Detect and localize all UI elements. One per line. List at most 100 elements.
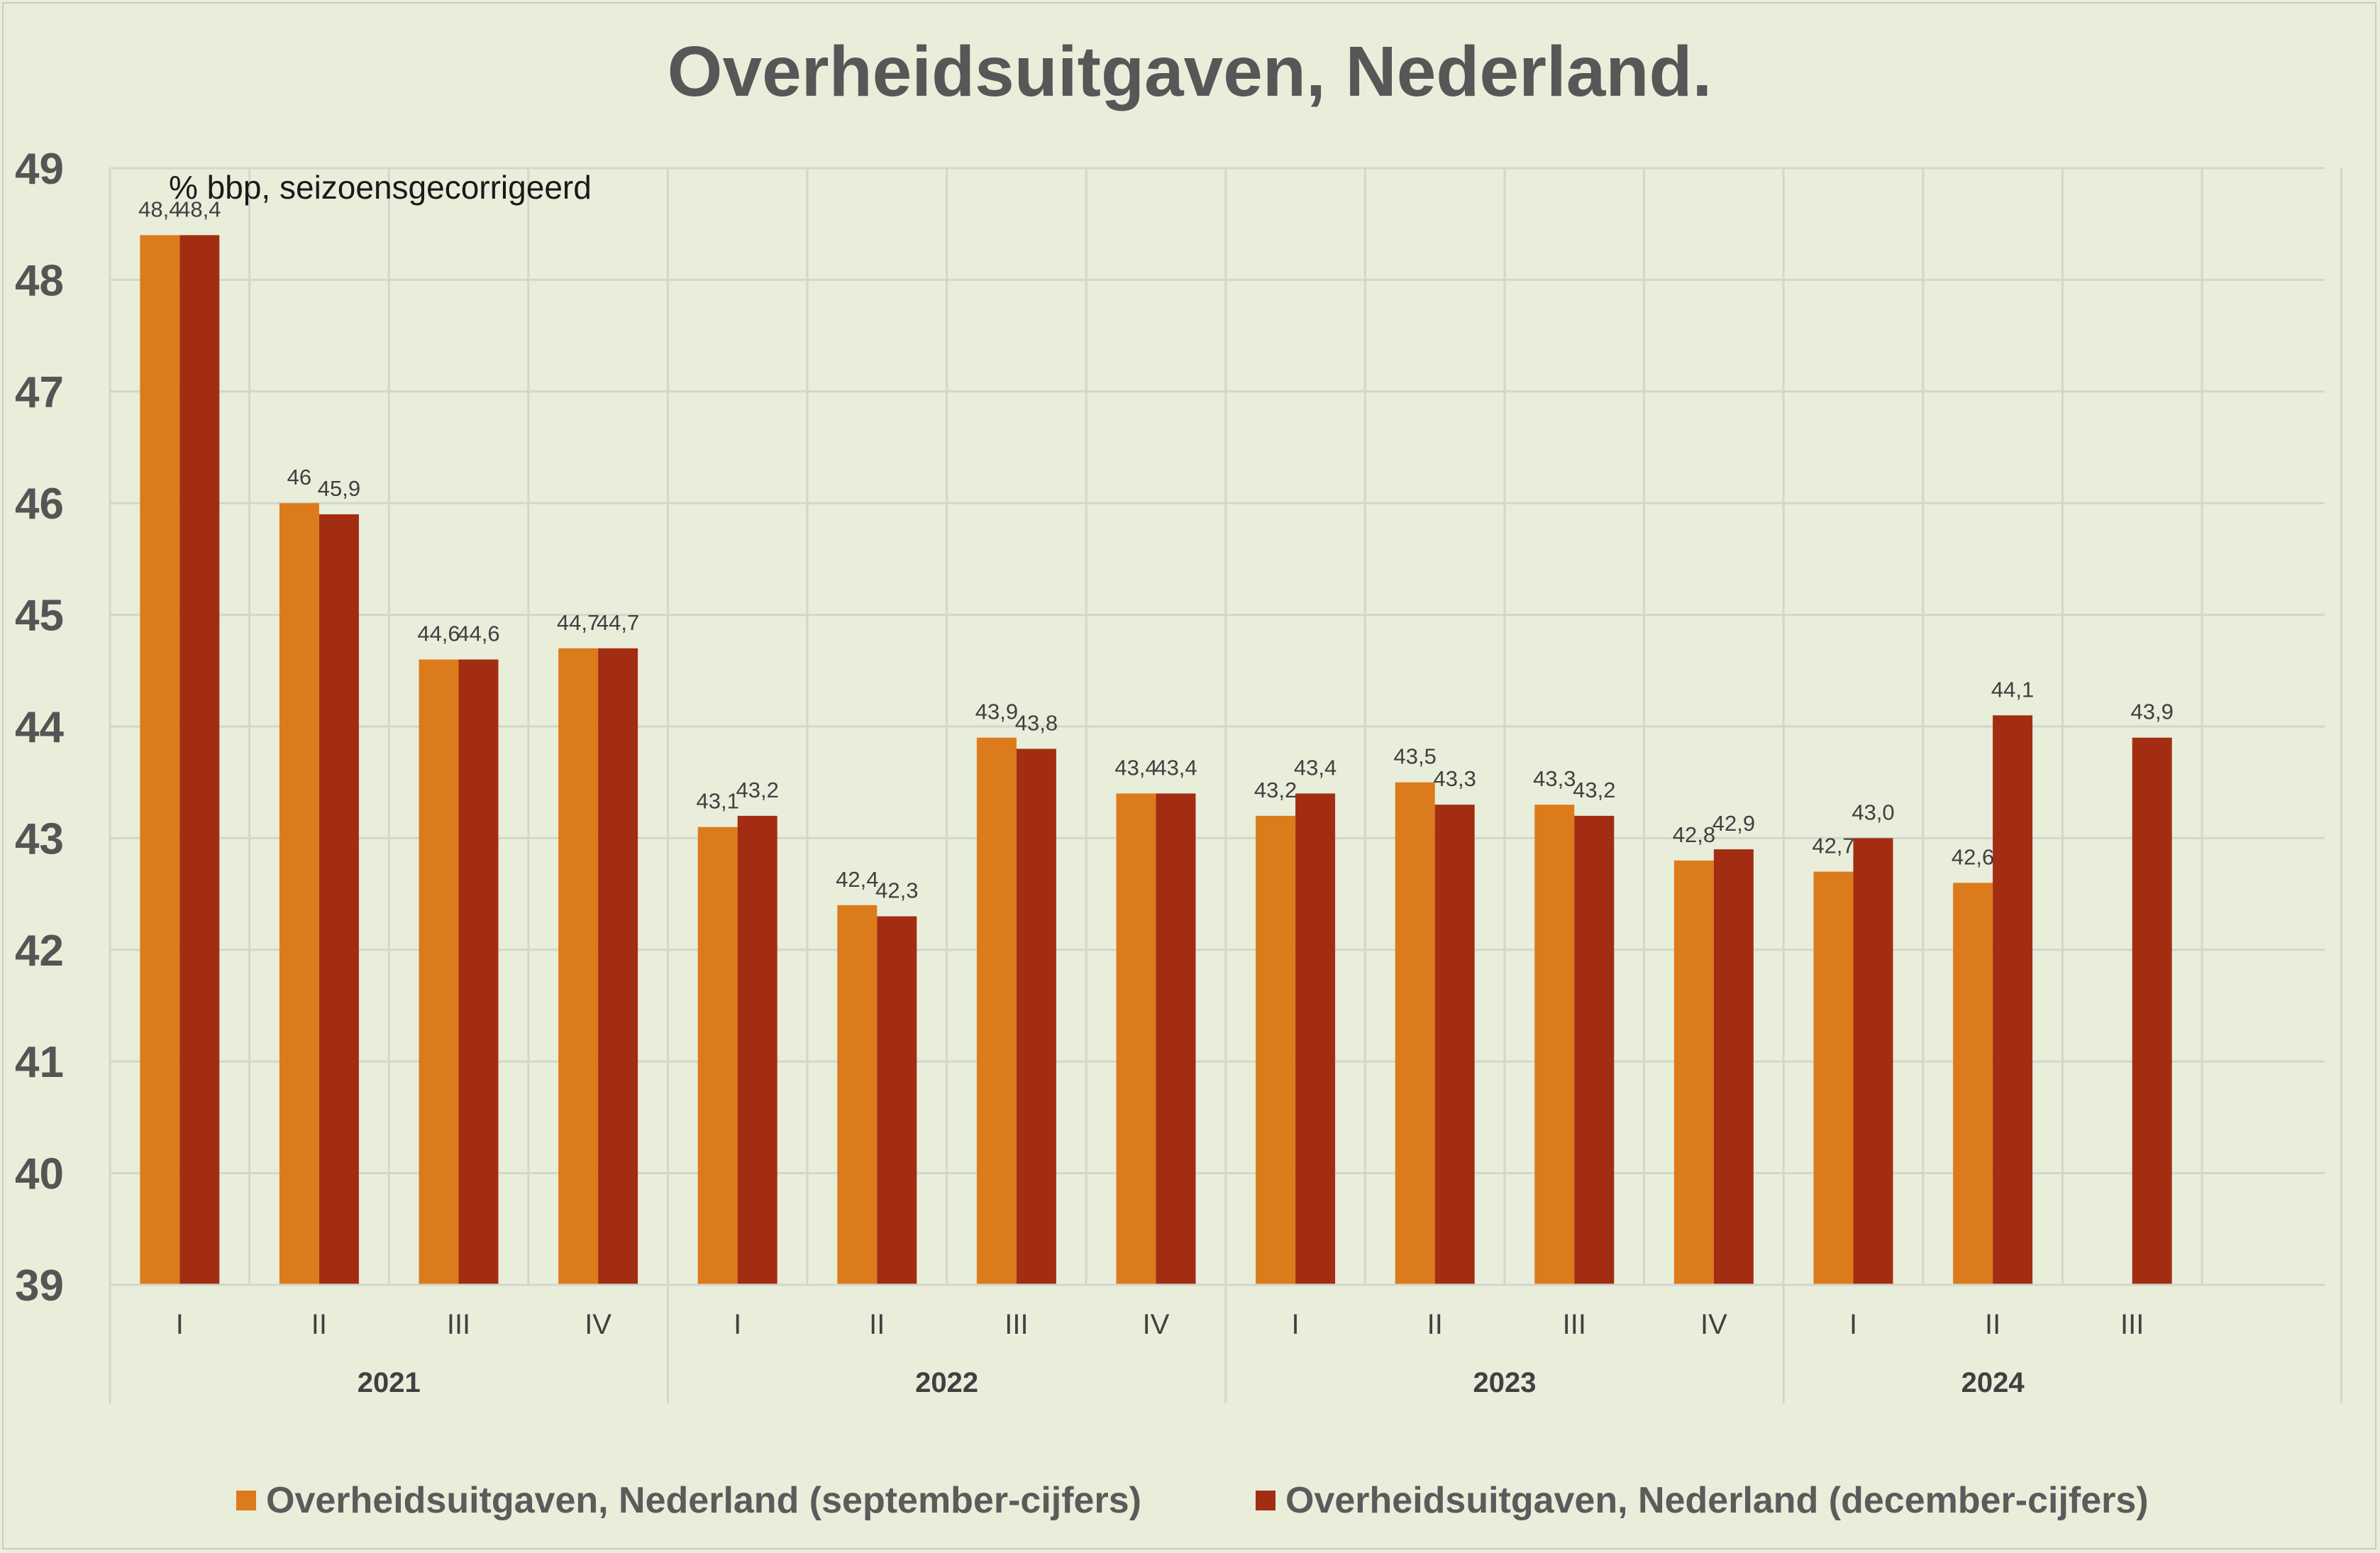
data-label: 42,7 — [1812, 834, 1854, 858]
x-year-label: 2023 — [1473, 1367, 1537, 1398]
data-label: 44,6 — [457, 621, 499, 646]
data-label: 42,4 — [836, 867, 878, 892]
bar-december — [1016, 748, 1056, 1285]
bar-december — [877, 916, 917, 1285]
legend-label: Overheidsuitgaven, Nederland (december-c… — [1285, 1480, 2149, 1521]
data-label: 43,2 — [1254, 778, 1297, 802]
bar-december — [458, 659, 499, 1285]
chart-title: Overheidsuitgaven, Nederland. — [668, 32, 1712, 111]
data-label: 44,6 — [417, 621, 460, 646]
bar-september — [1116, 793, 1156, 1285]
data-label: 44,1 — [1991, 677, 2034, 702]
data-label: 48,4 — [178, 197, 221, 221]
data-label: 42,9 — [1712, 811, 1755, 836]
bar-december — [1853, 838, 1893, 1285]
bar-december — [1295, 793, 1336, 1285]
bar-september — [1534, 805, 1575, 1285]
bar-september — [558, 648, 599, 1285]
bar-december — [1713, 849, 1754, 1285]
data-label: 43,3 — [1434, 766, 1476, 791]
data-label: 48,4 — [138, 197, 181, 221]
y-tick-label: 39 — [15, 1261, 64, 1310]
y-tick-label: 41 — [15, 1038, 64, 1087]
bar-september — [279, 503, 319, 1286]
data-label: 43,9 — [2131, 700, 2174, 724]
bars — [140, 235, 2172, 1286]
y-tick-label: 49 — [15, 145, 64, 194]
x-tick-label: III — [2120, 1309, 2144, 1340]
y-tick-label: 48 — [15, 256, 64, 305]
bar-december — [1993, 715, 2033, 1285]
data-label: 43,1 — [697, 789, 739, 814]
bar-september — [837, 905, 878, 1285]
bar-september — [976, 737, 1017, 1285]
x-tick-label: II — [869, 1309, 885, 1340]
data-label: 43,4 — [1114, 755, 1157, 780]
x-tick-label: II — [1427, 1309, 1443, 1340]
x-tick-label: III — [1004, 1309, 1028, 1340]
data-label: 43,5 — [1394, 744, 1437, 769]
bar-december — [179, 235, 220, 1286]
bar-december — [1434, 805, 1475, 1285]
bar-september — [1395, 782, 1435, 1285]
x-tick-label: II — [311, 1309, 327, 1340]
x-year-label: 2021 — [358, 1367, 421, 1398]
bar-september — [697, 827, 738, 1285]
y-tick-label: 47 — [15, 368, 64, 417]
bar-september — [1256, 815, 1296, 1285]
data-label: 44,7 — [557, 610, 599, 635]
data-label: 45,9 — [318, 476, 360, 501]
x-tick-label: III — [447, 1309, 470, 1340]
x-tick-label: II — [1985, 1309, 2000, 1340]
data-label: 42,6 — [1952, 844, 1994, 869]
bar-december — [1574, 815, 1615, 1285]
data-label: 43,9 — [975, 700, 1018, 724]
legend-swatch — [236, 1491, 256, 1510]
data-label: 43,0 — [1852, 800, 1894, 824]
y-tick-label: 40 — [15, 1150, 64, 1199]
bar-december — [319, 514, 359, 1286]
data-label: 43,8 — [1015, 710, 1058, 735]
data-label: 43,3 — [1533, 766, 1576, 791]
x-tick-label: I — [176, 1309, 184, 1340]
x-year-label: 2022 — [915, 1367, 978, 1398]
y-tick-label: 45 — [15, 592, 64, 641]
x-tick-label: I — [1849, 1309, 1857, 1340]
x-tick-label: IV — [1700, 1309, 1727, 1340]
unit-annotation: % bbp, seizoensgecorrigeerd — [169, 169, 592, 206]
y-tick-label: 46 — [15, 480, 64, 529]
bar-september — [1813, 871, 1854, 1285]
data-label: 42,3 — [875, 878, 918, 903]
data-label: 46 — [287, 465, 311, 490]
bar-september — [419, 659, 459, 1285]
x-tick-label: I — [734, 1309, 741, 1340]
x-tick-label: III — [1563, 1309, 1586, 1340]
y-tick-label: 43 — [15, 814, 64, 863]
bar-december — [2132, 737, 2172, 1285]
bar-september — [1673, 860, 1714, 1285]
y-tick-label: 44 — [15, 703, 64, 752]
data-label: 43,4 — [1154, 755, 1197, 780]
legend-label: Overheidsuitgaven, Nederland (september-… — [266, 1480, 1141, 1521]
data-label: 43,4 — [1294, 755, 1336, 780]
y-tick-label: 42 — [15, 927, 64, 976]
x-tick-label: IV — [585, 1309, 611, 1340]
bar-september — [140, 235, 180, 1286]
bar-december — [1156, 793, 1196, 1285]
data-label: 43,2 — [1573, 778, 1615, 802]
bar-september — [1953, 883, 1993, 1285]
data-label: 43,2 — [736, 778, 779, 802]
bar-december — [598, 648, 638, 1285]
data-label: 44,7 — [597, 610, 639, 635]
y-axis: 39 40 41 42 43 44 45 46 47 48 49 — [15, 145, 64, 1310]
x-year-label: 2024 — [1961, 1367, 2025, 1398]
data-label: 42,8 — [1673, 822, 1715, 847]
legend: Overheidsuitgaven, Nederland (september-… — [236, 1480, 2149, 1521]
x-tick-label: I — [1292, 1309, 1300, 1340]
x-tick-label: IV — [1143, 1309, 1170, 1340]
legend-swatch — [1256, 1491, 1275, 1510]
